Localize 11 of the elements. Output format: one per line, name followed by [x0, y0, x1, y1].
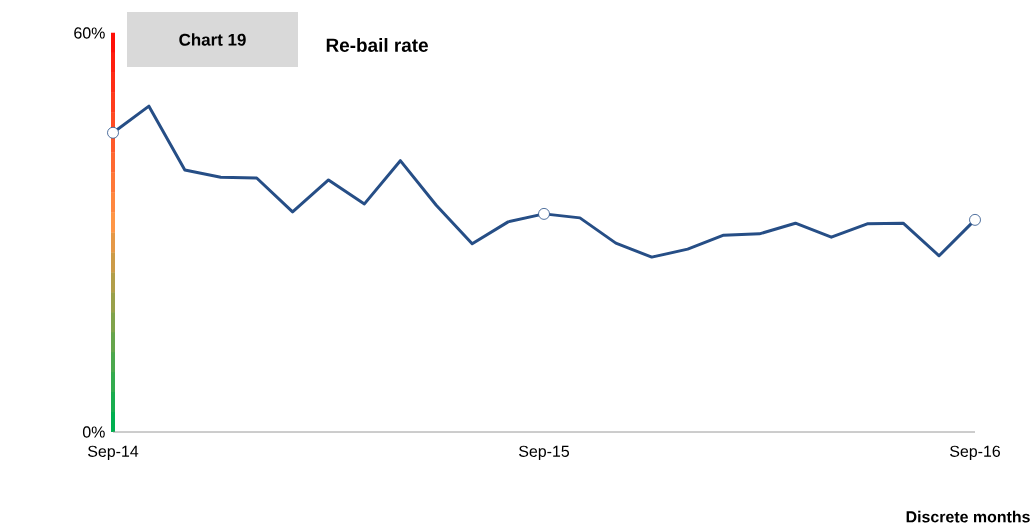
annotation: Chart 19 [179, 33, 246, 46]
point [538, 207, 550, 220]
point [107, 126, 119, 139]
y-tick-label: 60% [74, 27, 105, 39]
x-tick-label: Sep-15 [519, 445, 570, 461]
x-tick-label: Sep-14 [88, 445, 139, 461]
y-tick-label: 0% [82, 426, 105, 438]
point [969, 213, 981, 226]
x-tick-label: Sep-16 [950, 445, 1000, 461]
chart-title: Re-bail rate [326, 38, 428, 52]
x-axis-title: Discrete months [906, 510, 1030, 523]
